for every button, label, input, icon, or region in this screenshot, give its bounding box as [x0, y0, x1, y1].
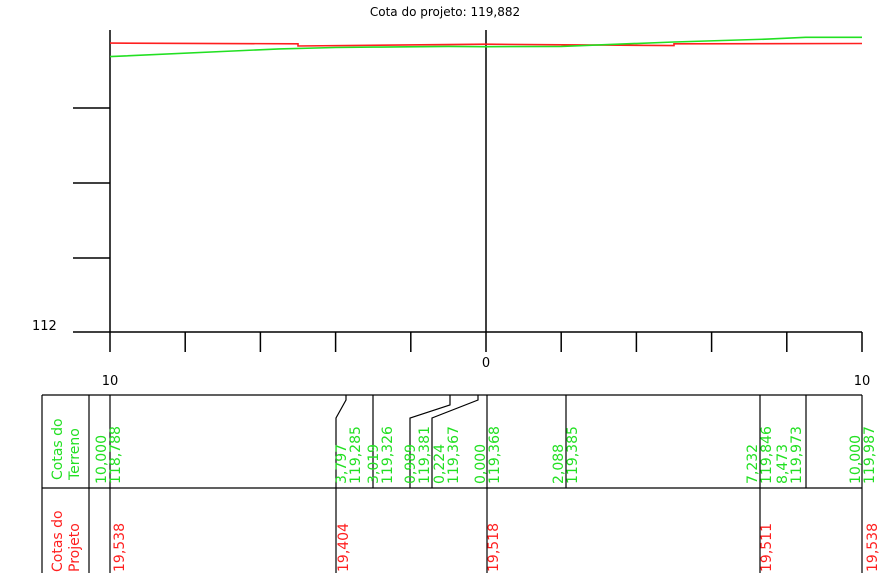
project-header-line2: Projeto [67, 523, 83, 572]
terrain-distance-1: 3,797 [334, 444, 350, 484]
x-tick-label-left: 10 [102, 374, 119, 389]
project-cota-3: 19,511 [759, 523, 775, 572]
terrain-cota-6: 119,385 [565, 426, 581, 484]
terrain-cota-1: 119,285 [348, 426, 364, 484]
table-column-divider-1 [335, 395, 347, 573]
terrain-distance-9: 10,000 [848, 435, 864, 484]
project-cota-1: 19,404 [336, 523, 352, 572]
terrain-distance-4: 0,224 [432, 444, 448, 484]
terrain-distance-8: 8,473 [775, 444, 791, 484]
terrain-cota-8: 119,973 [789, 426, 805, 484]
terrain-distance-5: 0,000 [473, 444, 489, 484]
terrain-cota-0: 118,788 [108, 426, 124, 484]
terrain-distance-7: 7,232 [745, 444, 761, 484]
y-tick-label: 112 [32, 319, 57, 334]
series-line-1 [109, 36, 862, 58]
terrain-cota-9: 119,987 [862, 426, 878, 484]
terrain-cota-7: 119,846 [759, 426, 775, 484]
terrain-distance-2: 3,019 [366, 444, 382, 484]
terrain-cota-5: 119,368 [487, 426, 503, 484]
terrain-header-line2: Terreno [67, 428, 83, 481]
table-column-divider-4 [431, 395, 479, 488]
project-cota-2: 19,518 [486, 523, 502, 572]
x-tick-label-right: 10 [854, 374, 871, 389]
chart-title: Cota do projeto: 119,882 [369, 5, 521, 19]
x-tick-label-center: 0 [482, 356, 490, 371]
project-header-line1: Cotas do [50, 510, 66, 572]
series-line-0 [109, 42, 863, 47]
terrain-distance-6: 2,088 [551, 444, 567, 484]
terrain-cota-2: 119,326 [380, 426, 396, 484]
terrain-header-line1: Cotas do [50, 418, 66, 480]
terrain-distance-3: 0,989 [403, 444, 419, 484]
terrain-cota-3: 119,381 [417, 426, 433, 484]
table-column-divider-3 [409, 395, 451, 488]
project-cota-0: 19,538 [112, 523, 128, 572]
terrain-distance-0: 10,000 [94, 435, 110, 484]
terrain-cota-4: 119,367 [446, 426, 462, 484]
project-cota-4: 19,538 [865, 523, 881, 572]
